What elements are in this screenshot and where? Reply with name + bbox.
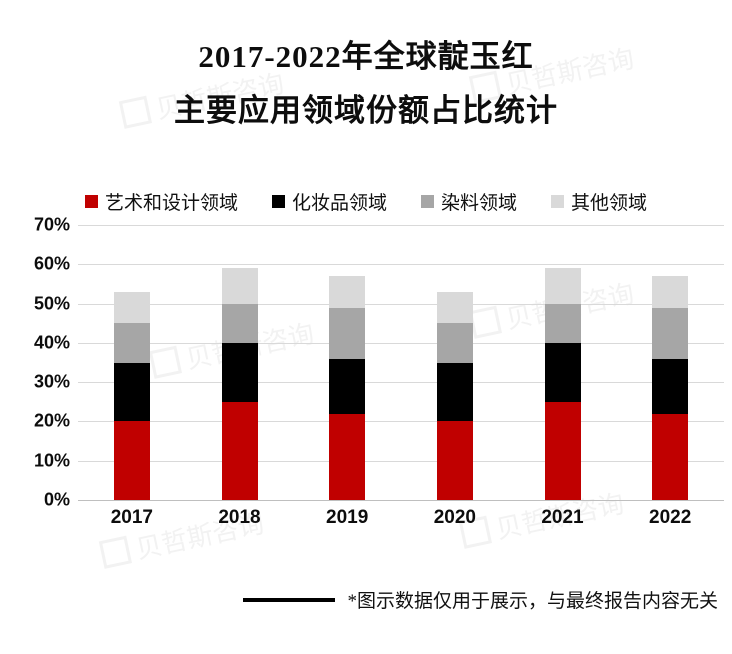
y-axis-tick-label: 50% (33, 293, 70, 314)
y-axis-tick-label: 60% (33, 253, 70, 274)
gridline (78, 460, 724, 462)
legend-swatch-icon (84, 195, 98, 208)
x-axis-tick-label: 2019 (326, 507, 369, 528)
chart-title: 2017-2022年全球靛玉红 主要应用领域份额占比统计 (0, 30, 732, 138)
chart-legend: 艺术和设计领域 化妆品领域 染料领域 其他领域 (0, 188, 732, 215)
bar-segment[interactable] (221, 303, 258, 343)
legend-item-2[interactable]: 化妆品领域 (271, 188, 387, 215)
bar-segment[interactable] (436, 323, 473, 363)
gridline (78, 342, 724, 344)
bar-group-2021[interactable] (544, 268, 581, 500)
bar-segment[interactable] (652, 413, 689, 500)
x-axis-tick-label: 2022 (649, 507, 692, 528)
bar-segment[interactable] (113, 323, 150, 363)
bar-segment[interactable] (221, 342, 258, 402)
legend-label: 染料领域 (441, 193, 518, 214)
x-axis-tick-label: 2021 (541, 507, 584, 528)
legend-swatch-icon (421, 195, 434, 208)
bar-segment[interactable] (544, 401, 581, 500)
y-axis-tick-label: 30% (33, 371, 70, 392)
x-axis-tick-label: 2018 (218, 507, 261, 528)
gridline (78, 225, 724, 226)
y-axis-tick-label: 20% (33, 410, 70, 431)
y-axis-tick-label: 0% (43, 489, 70, 510)
legend-swatch-icon (551, 195, 565, 208)
legend-label: 其他领域 (571, 193, 648, 214)
bar-segment[interactable] (544, 268, 581, 304)
x-axis-tick-label: 2020 (433, 507, 476, 528)
gridline (78, 303, 724, 305)
bar-segment[interactable] (652, 358, 689, 414)
bar-segment[interactable] (113, 291, 150, 324)
bars-layer (78, 225, 724, 500)
legend-swatch-icon (271, 195, 285, 208)
chart-title-line-2: 主要应用领域份额占比统计 (174, 93, 558, 128)
x-axis-tick-label: 2017 (110, 507, 153, 528)
gridline (78, 264, 724, 266)
legend-item-1[interactable]: 艺术和设计领域 (84, 188, 238, 215)
y-axis: 70% 60% 50% 40% 30% 20% 10% 0% (8, 215, 70, 510)
chart-plot-area: 70% 60% 50% 40% 30% 20% 10% 0% 2017 2018 2019 2020… (0, 215, 732, 528)
bar-segment[interactable] (221, 401, 258, 500)
gridline (78, 382, 724, 384)
axis-baseline (78, 500, 724, 501)
bar-group-2020[interactable] (436, 291, 473, 500)
bar-segment[interactable] (113, 362, 150, 422)
bar-group-2022[interactable] (652, 276, 689, 500)
y-axis-tick-label: 40% (33, 332, 70, 353)
bar-segment[interactable] (113, 421, 150, 500)
bar-segment[interactable] (544, 342, 581, 402)
x-axis: 2017 2018 2019 2020 2021 2022 (78, 507, 724, 541)
legend-item-4[interactable]: 其他领域 (551, 188, 647, 215)
legend-label: 艺术和设计领域 (104, 193, 238, 214)
bar-group-2019[interactable] (329, 276, 366, 500)
legend-label: 化妆品领域 (291, 193, 387, 214)
footer-note-text: *图示数据仅用于展示，与最终报告内容无关 (347, 591, 718, 612)
bar-segment[interactable] (329, 307, 366, 359)
gridlines (78, 225, 724, 501)
bar-segment[interactable] (436, 421, 473, 500)
bar-segment[interactable] (329, 276, 366, 308)
bar-segment[interactable] (652, 307, 689, 359)
bar-segment[interactable] (544, 303, 581, 343)
footer-rule (243, 597, 336, 602)
chart-title-line-1: 2017-2022年全球靛玉红 (198, 39, 534, 74)
bar-segment[interactable] (329, 413, 366, 500)
bar-segment[interactable] (436, 291, 473, 324)
bar-segment[interactable] (221, 268, 258, 304)
bar-group-2018[interactable] (221, 268, 258, 500)
bar-segment[interactable] (329, 358, 366, 414)
bar-segment[interactable] (652, 276, 689, 308)
legend-item-3[interactable]: 染料领域 (421, 188, 517, 215)
y-axis-tick-label: 70% (33, 214, 70, 235)
bar-group-2017[interactable] (113, 291, 150, 500)
gridline (78, 421, 724, 423)
y-axis-tick-label: 10% (33, 450, 70, 471)
bar-segment[interactable] (436, 362, 473, 422)
footer-note: *图示数据仅用于展示，与最终报告内容无关 (0, 586, 732, 613)
